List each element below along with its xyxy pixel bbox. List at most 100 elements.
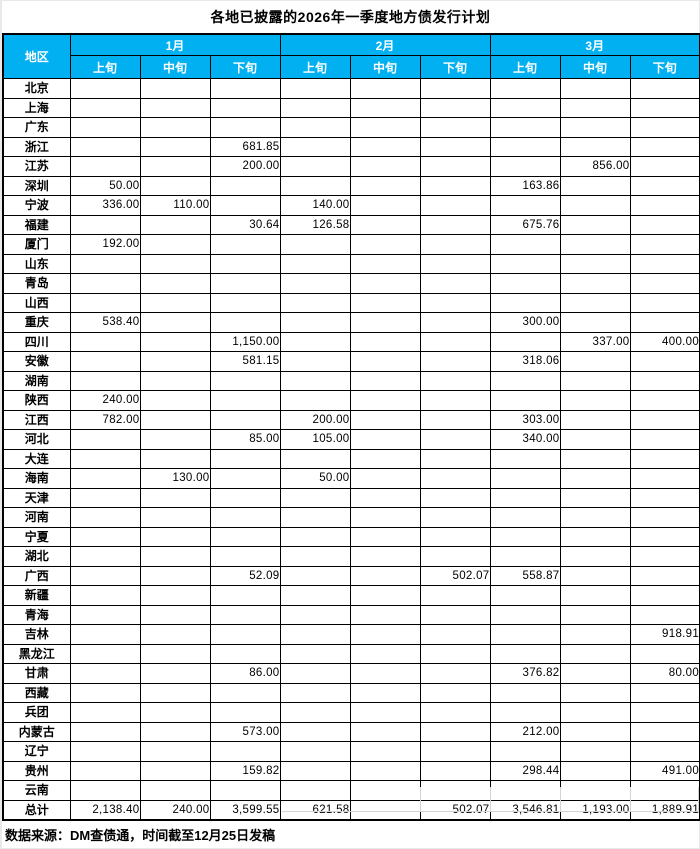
value-cell <box>279 234 351 255</box>
value-cell <box>419 741 491 762</box>
value-cell <box>489 741 561 762</box>
value-cell <box>69 253 141 274</box>
value-cell <box>279 273 351 294</box>
value-cell: 303.00 <box>489 409 561 430</box>
value-cell <box>279 741 351 762</box>
value-cell <box>419 448 491 469</box>
value-cell: 400.00 <box>629 331 700 352</box>
value-cell <box>279 624 351 645</box>
value-cell <box>209 273 281 294</box>
value-cell <box>279 253 351 274</box>
region-cell: 黑龙江 <box>2 643 71 664</box>
value-cell <box>349 312 421 333</box>
value-cell: 105.00 <box>279 429 351 450</box>
value-cell <box>349 643 421 664</box>
table-row: 深圳 50.00 163.86 <box>2 175 700 196</box>
value-cell <box>629 682 700 703</box>
region-cell: 安徽 <box>2 351 71 372</box>
value-cell <box>279 663 351 684</box>
value-cell <box>349 448 421 469</box>
table-row: 辽宁 <box>2 741 700 762</box>
value-cell <box>559 370 631 391</box>
value-cell <box>559 507 631 528</box>
value-cell <box>559 682 631 703</box>
value-cell <box>559 585 631 606</box>
value-cell <box>419 487 491 508</box>
region-cell: 湖北 <box>2 546 71 567</box>
value-cell <box>419 97 491 118</box>
value-cell <box>209 253 281 274</box>
value-cell <box>279 370 351 391</box>
value-cell <box>489 156 561 177</box>
region-cell: 江西 <box>2 409 71 430</box>
value-cell <box>419 370 491 391</box>
region-cell: 大连 <box>2 448 71 469</box>
value-cell <box>279 117 351 138</box>
value-cell <box>209 585 281 606</box>
value-cell: 52.09 <box>209 565 281 586</box>
value-cell: 782.00 <box>69 409 141 430</box>
value-cell <box>69 585 141 606</box>
value-cell <box>629 370 700 391</box>
value-cell <box>349 117 421 138</box>
value-cell <box>629 643 700 664</box>
value-cell <box>209 234 281 255</box>
value-cell <box>559 546 631 567</box>
value-cell: 340.00 <box>489 429 561 450</box>
value-cell <box>629 741 700 762</box>
value-cell <box>139 175 211 196</box>
faint-gridline <box>630 787 631 811</box>
region-cell: 广西 <box>2 565 71 586</box>
value-cell: 126.58 <box>279 214 351 235</box>
value-cell <box>69 331 141 352</box>
value-cell: 80.00 <box>629 663 700 684</box>
total-row: 总计 2,138.40 240.00 3,599.55 621.58 502.07 3,54… <box>2 799 700 821</box>
value-cell <box>419 507 491 528</box>
value-cell <box>69 97 141 118</box>
value-cell <box>139 604 211 625</box>
value-cell <box>209 643 281 664</box>
value-cell <box>69 702 141 723</box>
value-cell <box>209 604 281 625</box>
value-cell <box>69 507 141 528</box>
value-cell <box>419 546 491 567</box>
table-row: 湖北 <box>2 546 700 567</box>
value-cell <box>489 643 561 664</box>
value-cell <box>559 526 631 547</box>
value-cell <box>559 97 631 118</box>
region-cell: 新疆 <box>2 585 71 606</box>
value-cell <box>559 448 631 469</box>
value-cell <box>139 370 211 391</box>
value-cell <box>559 643 631 664</box>
value-cell: 3,599.55 <box>209 799 281 821</box>
value-cell <box>69 117 141 138</box>
value-cell <box>419 273 491 294</box>
month-header-row: 地区 1月 2月 3月 <box>2 33 700 79</box>
value-cell <box>629 214 700 235</box>
value-cell <box>629 117 700 138</box>
value-cell: 50.00 <box>279 468 351 489</box>
region-cell: 河南 <box>2 507 71 528</box>
value-cell <box>279 565 351 586</box>
value-cell <box>349 351 421 372</box>
value-cell <box>419 214 491 235</box>
faint-gridline <box>698 787 699 811</box>
value-cell <box>209 780 281 801</box>
value-cell <box>629 604 700 625</box>
value-cell <box>559 214 631 235</box>
value-cell <box>629 390 700 411</box>
value-cell <box>139 721 211 742</box>
region-cell: 广东 <box>2 117 71 138</box>
value-cell: 110.00 <box>139 195 211 216</box>
value-cell <box>209 546 281 567</box>
value-cell <box>69 370 141 391</box>
value-cell: 918.91 <box>629 624 700 645</box>
value-cell <box>419 312 491 333</box>
region-cell: 湖南 <box>2 370 71 391</box>
bond-issuance-table: 地区 1月 2月 3月 上旬 中旬 下旬 上旬 中旬 下旬 上旬 中旬 下旬 北 <box>2 33 700 821</box>
value-cell <box>349 663 421 684</box>
value-cell <box>139 409 211 430</box>
value-cell <box>629 487 700 508</box>
value-cell <box>209 741 281 762</box>
